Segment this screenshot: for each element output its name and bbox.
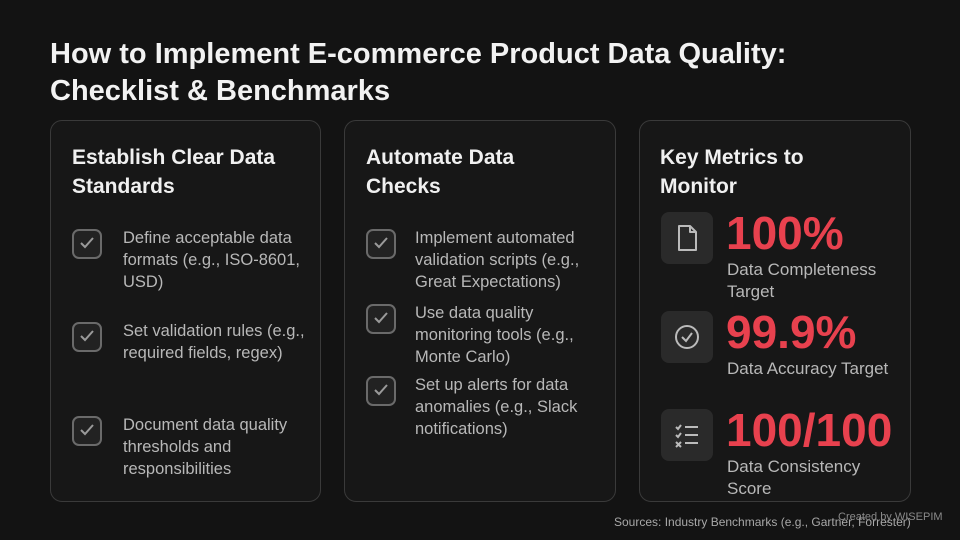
checkbox-icon (72, 229, 102, 259)
checkbox-icon (366, 229, 396, 259)
checkbox-icon (366, 304, 396, 334)
checkbox-icon (366, 376, 396, 406)
card-heading: Automate Data Checks (366, 146, 515, 198)
metric-label: Data Completeness Target (727, 260, 877, 301)
checklist-item: Set up alerts for data anomalies (e.g., … (415, 376, 578, 438)
metric-label: Data Consistency Score (727, 457, 861, 498)
card-heading: Key Metrics to Monitor (660, 146, 804, 198)
checklist-item: Implement automated validation scripts (… (415, 229, 580, 291)
checklist-item: Document data quality thresholds and res… (123, 416, 288, 478)
check-circle-icon (661, 311, 713, 363)
metric-value: 99.9% (726, 306, 857, 358)
list-icon (661, 409, 713, 461)
checklist-item: Use data quality monitoring tools (e.g.,… (415, 304, 574, 366)
metric-value: 100% (726, 207, 844, 259)
card-heading: Establish Clear Data Standards (72, 146, 276, 198)
title: How to Implement E-commerce Product Data… (50, 38, 787, 107)
metric-value: 100/100 (726, 404, 893, 456)
document-icon (661, 212, 713, 264)
checkbox-icon (72, 416, 102, 446)
credit: Created by WISEPIM (838, 511, 943, 523)
checklist-item: Set validation rules (e.g., required fie… (123, 322, 305, 362)
checklist-item: Define acceptable data formats (e.g., IS… (123, 229, 300, 291)
sources-note: Sources: Industry Benchmarks (e.g., Gart… (614, 515, 911, 529)
metric-label: Data Accuracy Target (727, 359, 889, 378)
checkbox-icon (72, 322, 102, 352)
